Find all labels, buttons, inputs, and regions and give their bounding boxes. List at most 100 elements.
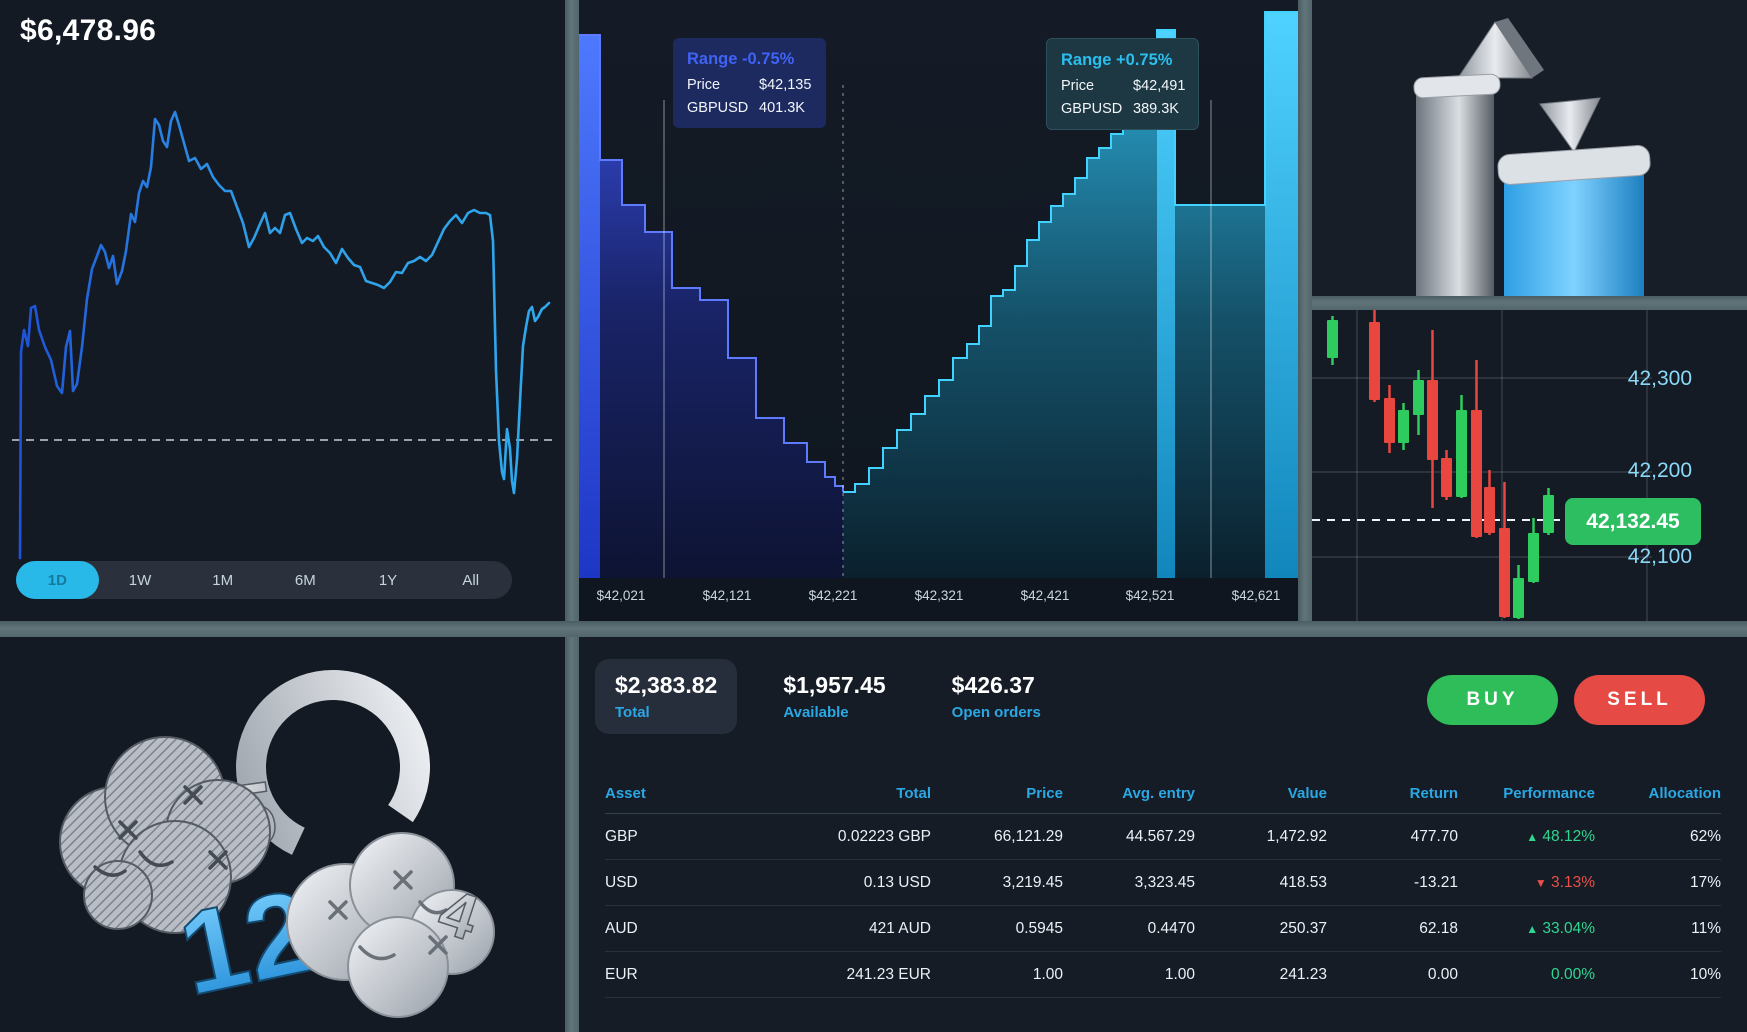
allocation-cell: 11% (1691, 919, 1721, 937)
depth-x-label: $42,521 (1125, 588, 1175, 603)
ask-volume-value: 389.3K (1133, 101, 1179, 117)
horizontal-divider-main (0, 621, 1747, 637)
bid-tooltip: Range -0.75% Price $42,135 GBPUSD 401.3K (673, 38, 826, 128)
range-1d[interactable]: 1D (16, 561, 99, 599)
bid-pair-label: GBPUSD (687, 100, 749, 116)
silver-pillar (1416, 88, 1494, 296)
value-cell: 241.23 (1279, 965, 1327, 983)
triangle-down-icon: ▼ (1534, 875, 1547, 890)
numbers-illustration: 5 12 4 (59, 670, 495, 1022)
range-1y[interactable]: 1Y (347, 561, 430, 599)
asset-cell: AUD (605, 919, 638, 937)
value-cell: 418.53 (1279, 873, 1327, 891)
illustration-panel: 5 12 4 (0, 637, 565, 1032)
total-cell: 241.23 EUR (846, 965, 931, 983)
summary-total: $2,383.82 Total (595, 659, 738, 734)
total-value: $2,383.82 (615, 672, 718, 698)
range-1m[interactable]: 1M (181, 561, 264, 599)
price-cell: 0.5945 (1015, 919, 1063, 937)
column-return[interactable]: Return (1409, 784, 1458, 802)
positions-table-body: GBP 0.02223 GBP 66,121.29 44.567.29 1,472.92… (605, 814, 1721, 998)
horizontal-divider-right (1312, 296, 1747, 310)
brain-blob-left (59, 736, 271, 934)
balance-line-chart (12, 110, 552, 560)
price-cell: 3,219.45 (1002, 873, 1063, 891)
ask-tooltip-title: Range +0.75% (1061, 51, 1173, 69)
balance-panel: $6,478.96 1D 1W 1M 6M 1Y All (0, 0, 565, 621)
total-label: Total (615, 704, 650, 721)
blue-pillar (1504, 168, 1644, 296)
ask-tooltip: Range +0.75% Price $42,491 GBPUSD 389.3K (1046, 38, 1199, 130)
sell-button[interactable]: SELL (1574, 675, 1705, 725)
total-cell: 421 AUD (868, 919, 931, 937)
ask-price-value: $42,491 (1133, 78, 1186, 94)
table-row-aud[interactable]: AUD 421 AUD 0.5945 0.4470 250.37 62.18 ▲ 33.04… (605, 906, 1721, 952)
depth-x-label: $42,621 (1231, 588, 1281, 603)
asset-cell: EUR (605, 965, 638, 983)
avg-entry-cell: 3,323.45 (1134, 873, 1195, 891)
price-axis-label: 42,300 (1627, 367, 1692, 390)
asset-cell: USD (605, 873, 638, 891)
total-cell: 0.13 USD (863, 873, 931, 891)
table-row-usd[interactable]: USD 0.13 USD 3,219.45 3,323.45 418.53 -13.21 ▼… (605, 860, 1721, 906)
column-avg-entry[interactable]: Avg. entry (1122, 784, 1195, 802)
account-summary: $2,383.82 Total $1,957.45 Available $426… (595, 659, 1061, 734)
trade-actions: BUY SELL (1427, 675, 1705, 725)
current-price-tag: 42,132.45 (1565, 498, 1701, 545)
table-row-eur[interactable]: EUR 241.23 EUR 1.00 1.00 241.23 0.00 0.00% 10% (605, 952, 1721, 998)
column-total[interactable]: Total (896, 784, 931, 802)
allocation-cell: 10% (1689, 965, 1721, 983)
allocation-cell: 62% (1689, 827, 1721, 845)
triangle-up-icon: ▲ (1526, 921, 1539, 936)
bid-tooltip-title: Range -0.75% (687, 50, 795, 68)
depth-x-label: $42,221 (808, 588, 858, 603)
value-cell: 250.37 (1279, 919, 1327, 937)
portfolio-panel: $2,383.82 Total $1,957.45 Available $426… (579, 637, 1747, 1032)
depth-x-label: $42,121 (702, 588, 752, 603)
return-cell: 0.00 (1427, 965, 1458, 983)
avg-entry-cell: 1.00 (1164, 965, 1195, 983)
column-value[interactable]: Value (1287, 784, 1327, 802)
return-cell: 62.18 (1419, 919, 1458, 937)
summary-open-orders: $426.37 Open orders (932, 659, 1061, 734)
table-row-gbp[interactable]: GBP 0.02223 GBP 66,121.29 44.567.29 1,472.92… (605, 814, 1721, 860)
up-arrow-icon (1457, 18, 1544, 79)
price-axis-label: 42,100 (1627, 545, 1692, 568)
open-orders-label: Open orders (951, 704, 1041, 721)
bid-price-value: $42,135 (759, 77, 812, 93)
summary-available: $1,957.45 Available (763, 659, 905, 734)
column-price[interactable]: Price (1026, 784, 1063, 802)
account-balance: $6,478.96 (20, 14, 157, 47)
buy-button[interactable]: BUY (1427, 675, 1558, 725)
performance-cell: 0.00% (1551, 965, 1595, 983)
pillars-panel (1312, 0, 1747, 296)
asset-cell: GBP (605, 827, 638, 845)
depth-x-label: $42,421 (1020, 588, 1070, 603)
price-cell: 66,121.29 (994, 827, 1063, 845)
total-cell: 0.02223 GBP (837, 827, 931, 845)
range-selector: 1D 1W 1M 6M 1Y All (16, 561, 512, 599)
performance-cell: ▼ 3.13% (1534, 873, 1595, 891)
pillars-illustration (1413, 18, 1651, 296)
candlestick-chart (1312, 310, 1652, 621)
value-cell: 1,472.92 (1266, 827, 1327, 845)
column-performance[interactable]: Performance (1503, 784, 1595, 802)
range-1w[interactable]: 1W (99, 561, 182, 599)
range-6m[interactable]: 6M (264, 561, 347, 599)
bid-volume-value: 401.3K (759, 100, 805, 116)
candlestick-panel: 42,300 42,200 42,100 42,132.45 (1312, 310, 1747, 621)
depth-x-label: $42,321 (914, 588, 964, 603)
positions-table-header: Asset Total Price Avg. entry Value Return Perf… (605, 773, 1721, 814)
ask-pair-label: GBPUSD (1061, 101, 1123, 117)
range-all[interactable]: All (429, 561, 512, 599)
triangle-up-icon: ▲ (1526, 829, 1539, 844)
depth-x-label: $42,021 (596, 588, 646, 603)
price-axis-label: 42,200 (1627, 459, 1692, 482)
open-orders-value: $426.37 (951, 672, 1035, 698)
column-asset[interactable]: Asset (605, 784, 646, 802)
positions-table: Asset Total Price Avg. entry Value Return Perf… (605, 773, 1721, 998)
vertical-divider-right (1298, 0, 1312, 637)
column-allocation[interactable]: Allocation (1648, 784, 1721, 802)
down-arrow-icon (1539, 97, 1601, 153)
